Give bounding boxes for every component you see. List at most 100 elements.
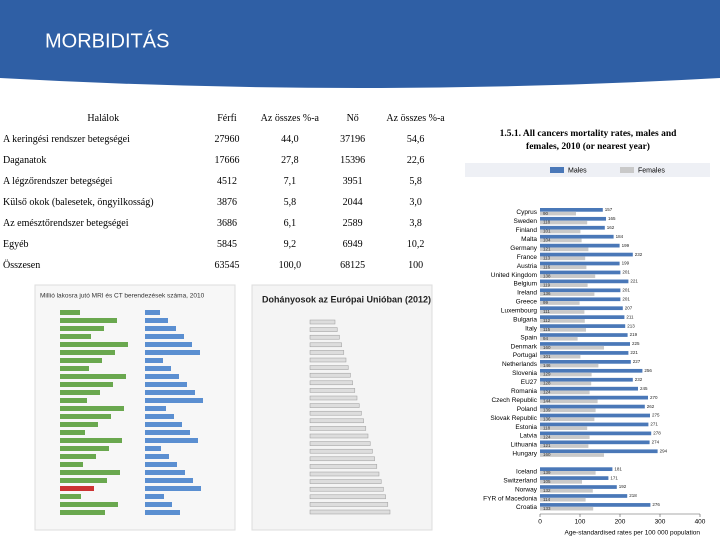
value-label: 181	[614, 466, 622, 471]
value-label: 129	[543, 372, 551, 377]
category-label: Denmark	[511, 343, 538, 350]
bar	[540, 408, 596, 413]
value-label: 232	[635, 252, 643, 257]
value-label: 144	[543, 399, 551, 404]
header-row: Halálok Férfi Az összes %-a Nő Az összes %-a	[0, 108, 458, 129]
category-label: Czech Republic	[491, 397, 537, 404]
table-cell: Egyéb	[3, 239, 29, 250]
category-label: Hungary	[512, 451, 537, 458]
category-label: Poland	[517, 406, 538, 413]
mri-title: Millió lakosra jutó MRI és CT berendezés…	[40, 293, 205, 300]
table-cell: 100,0	[278, 260, 302, 271]
value-label: 275	[652, 413, 660, 418]
decor-bar	[60, 454, 96, 459]
table-cell: 100	[408, 260, 424, 271]
decor-bar	[145, 310, 160, 315]
value-label: 124	[543, 434, 551, 439]
decor-bar	[309, 388, 356, 393]
legend-swatch	[550, 167, 564, 173]
value-label: 262	[647, 404, 655, 409]
table-cell: 15396	[340, 155, 366, 166]
value-label: 219	[630, 332, 638, 337]
decor-bar	[309, 365, 349, 370]
decor-bar	[60, 422, 98, 427]
image-decoration	[60, 310, 391, 515]
x-tick-label: 300	[655, 519, 666, 526]
bar	[540, 211, 576, 216]
table-cell: 3686	[216, 218, 237, 229]
bar	[540, 238, 582, 243]
decor-bar	[309, 464, 378, 469]
bar	[540, 225, 605, 230]
value-label: 114	[543, 497, 551, 502]
value-label: 90	[543, 211, 549, 216]
bar	[540, 381, 592, 386]
bar	[540, 261, 620, 266]
category-label: Lithuania	[511, 442, 538, 449]
decor-bar	[309, 479, 382, 484]
bar	[540, 354, 581, 359]
decor-bar	[60, 398, 87, 403]
decor-bar	[309, 342, 342, 348]
category-label: Greece	[516, 299, 538, 306]
bar	[540, 265, 587, 270]
category-label: Luxembourg	[501, 308, 538, 315]
value-label: 104	[543, 238, 551, 243]
value-label: 256	[644, 368, 652, 373]
value-label: 121	[543, 443, 551, 448]
bar	[540, 485, 617, 489]
category-label: Malta	[521, 236, 537, 243]
category-label: Finland	[516, 227, 538, 234]
decor-bar	[60, 358, 102, 363]
decor-bar	[60, 478, 107, 483]
value-label: 192	[619, 484, 627, 489]
table-cell: 2044	[342, 197, 363, 208]
decor-bar	[60, 406, 124, 411]
table-cell: 5845	[216, 239, 237, 250]
bar	[540, 292, 595, 296]
decor-bar	[309, 372, 351, 378]
decor-bar	[60, 390, 100, 395]
decor-bar	[60, 374, 126, 379]
decor-bar	[145, 438, 198, 443]
value-label: 124	[543, 390, 551, 395]
decor-bar	[145, 494, 164, 499]
bar	[540, 453, 604, 457]
category-label: Germany	[510, 245, 537, 252]
table-cell: 27,8	[281, 155, 299, 166]
category-label: Italy	[525, 325, 538, 332]
decor-bar	[145, 334, 184, 339]
bar	[540, 488, 593, 493]
category-label: Spain	[520, 334, 537, 341]
category-label: Slovenia	[512, 370, 537, 377]
decor-bar	[145, 430, 190, 435]
category-label: FYR of Macedonia	[483, 495, 537, 502]
bar	[540, 368, 643, 373]
value-label: 133	[543, 506, 551, 511]
decor-bar	[309, 433, 369, 439]
decor-bar	[60, 350, 115, 355]
decor-bar	[309, 380, 353, 386]
category-label: Bulgaria	[513, 316, 537, 323]
table-cell: 68125	[340, 260, 366, 271]
x-axis-label: Age-standardised rates per 100 000 popul…	[564, 530, 700, 537]
bar	[540, 440, 650, 445]
value-label: 138	[543, 273, 551, 278]
value-label: 112	[543, 318, 551, 323]
table-cell: 37196	[340, 134, 366, 145]
value-label: 274	[652, 440, 660, 445]
value-label: 118	[543, 220, 551, 225]
value-label: 132	[543, 488, 551, 493]
bar	[540, 497, 586, 502]
value-label: 162	[607, 225, 615, 230]
decor-bar	[145, 406, 166, 411]
category-label: Ireland	[517, 290, 537, 297]
bar	[540, 247, 589, 252]
decor-bar	[60, 438, 122, 443]
bar	[540, 336, 578, 341]
category-label: EU27	[521, 379, 538, 386]
bar	[540, 324, 626, 328]
bar	[540, 431, 652, 436]
bar	[540, 301, 580, 305]
decor-bar	[309, 410, 362, 416]
